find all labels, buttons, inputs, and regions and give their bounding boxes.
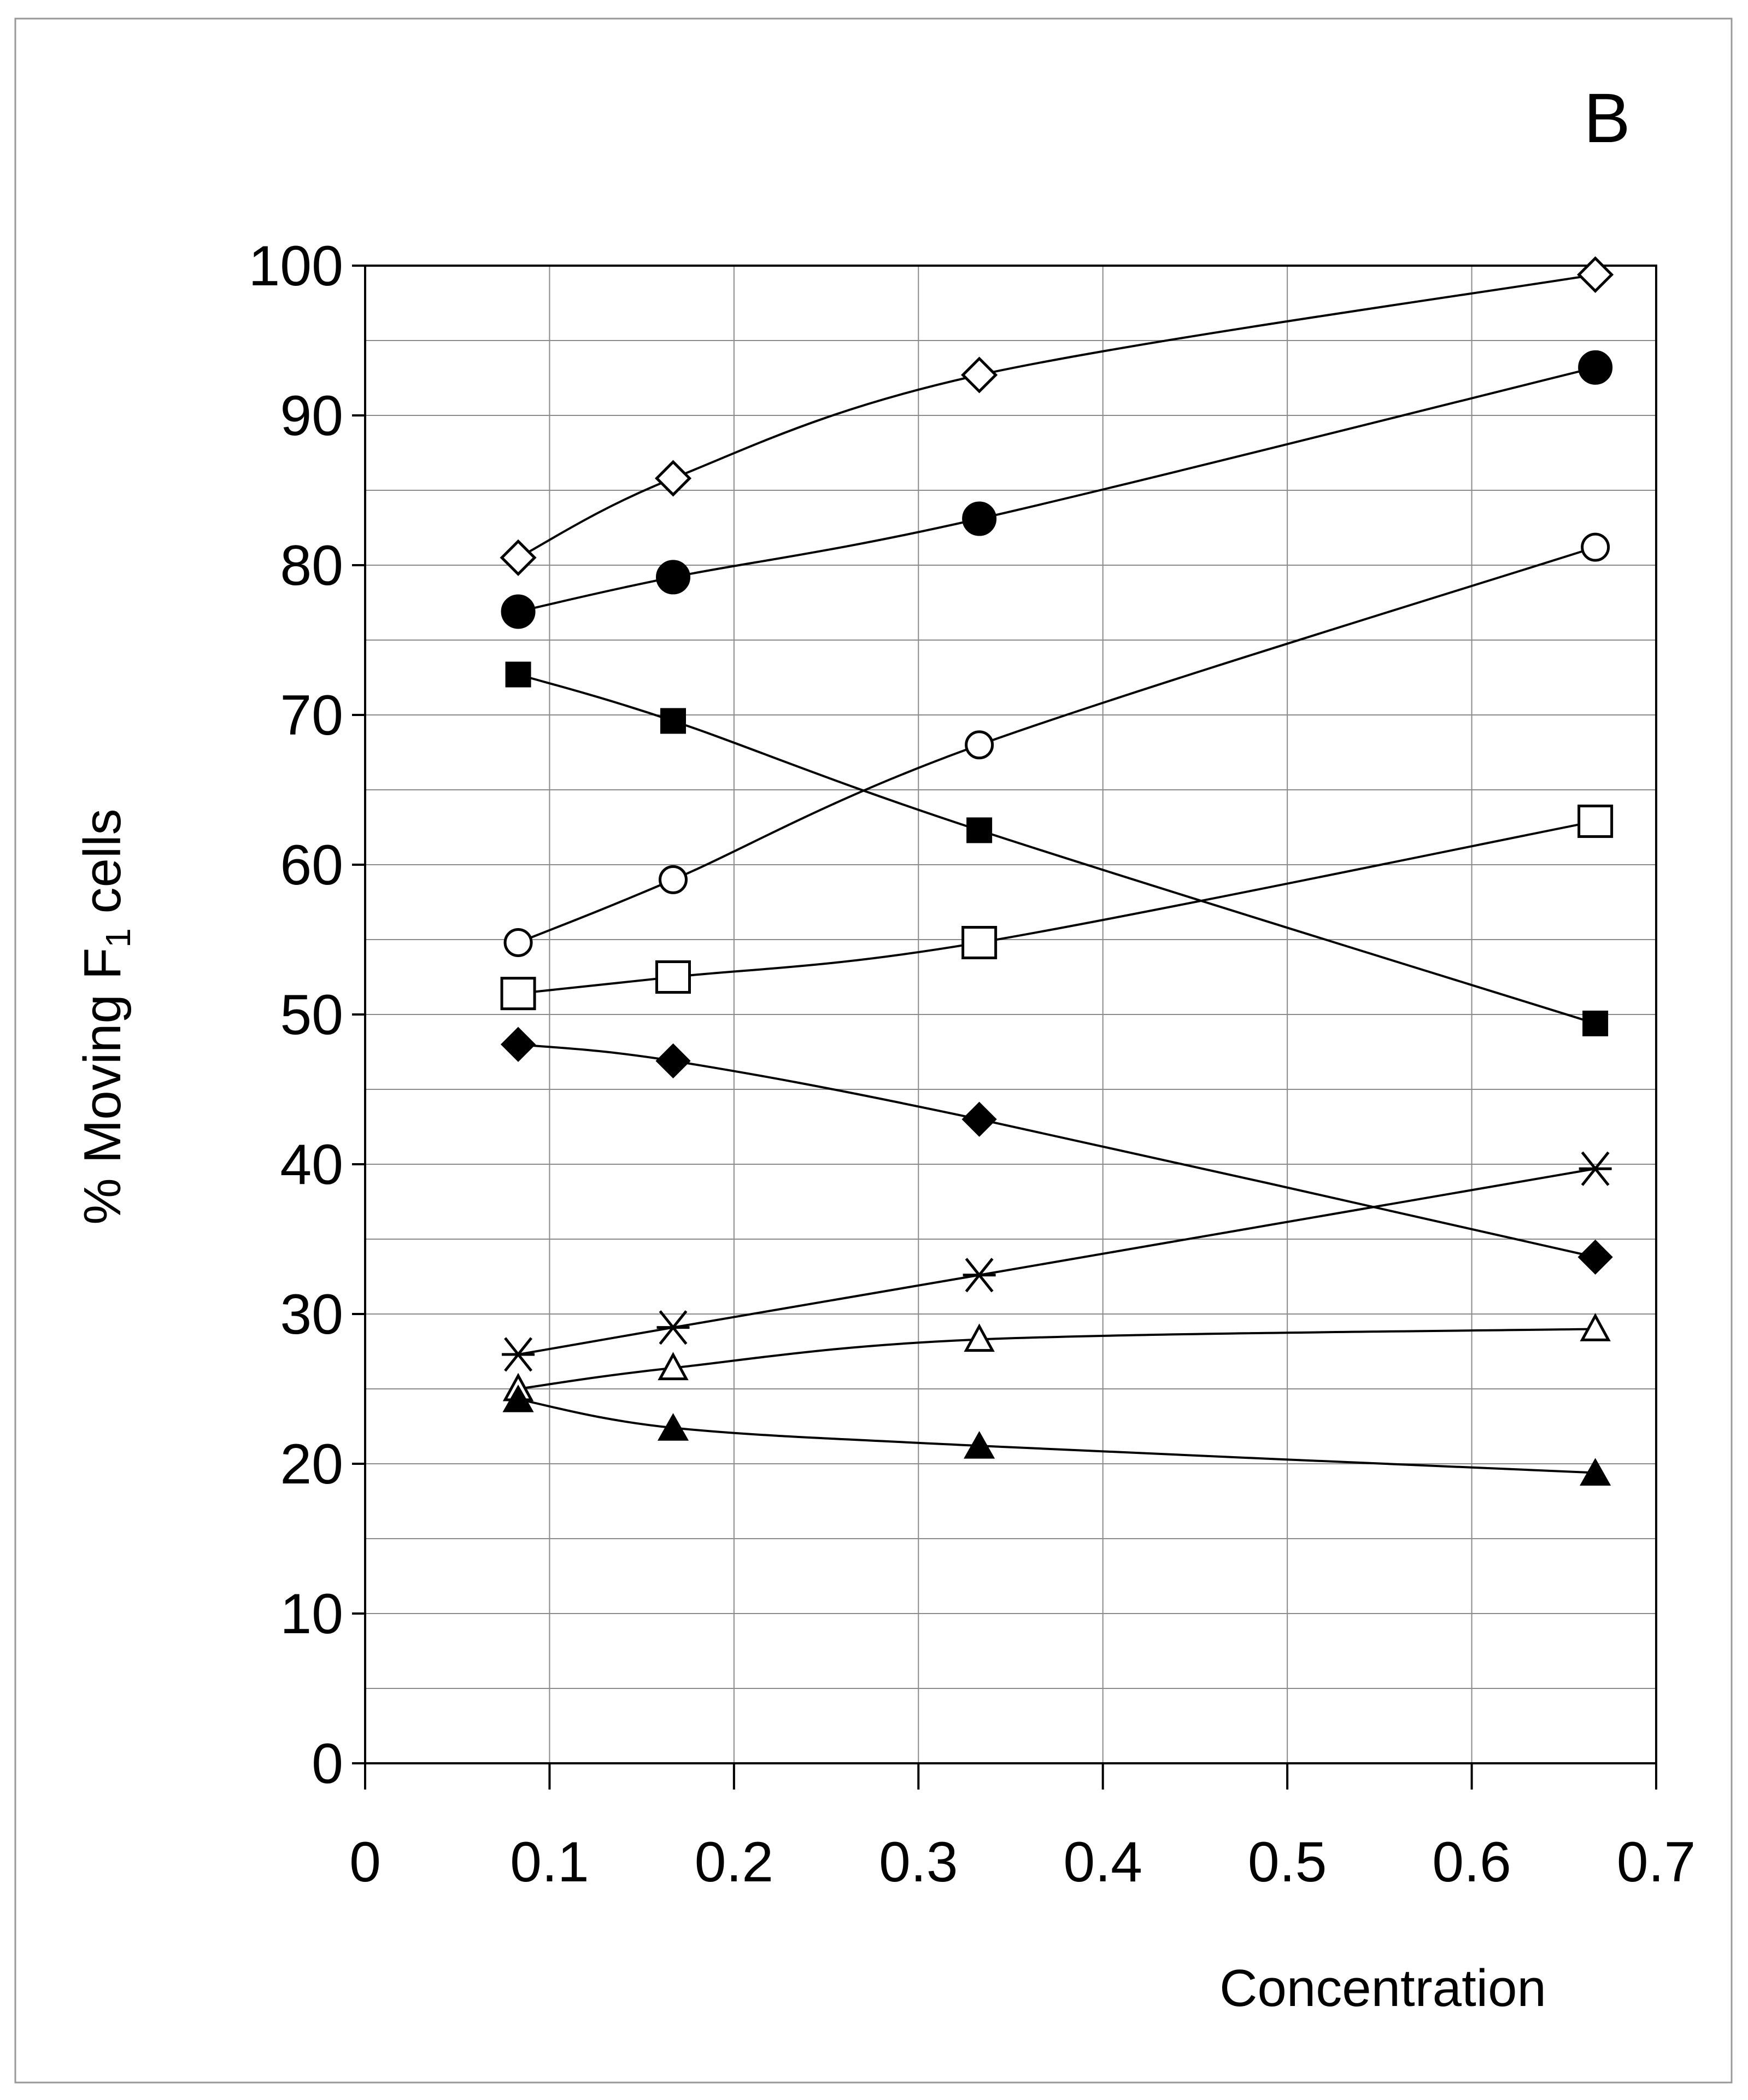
series-line-asterisk bbox=[518, 1168, 1596, 1356]
data-point-open-triangle bbox=[964, 1323, 995, 1352]
data-point-open-circle bbox=[659, 865, 688, 894]
data-point-filled-triangle bbox=[502, 1385, 534, 1412]
series-line-open-triangle bbox=[518, 1328, 1596, 1390]
data-point-open-diamond bbox=[961, 356, 998, 394]
x-tick-label: 0.5 bbox=[1248, 1831, 1327, 1894]
data-point-filled-square bbox=[660, 708, 687, 734]
x-tick-label: 0.4 bbox=[1063, 1831, 1142, 1894]
y-tick-label: 20 bbox=[280, 1433, 343, 1496]
y-tick-label: 0 bbox=[312, 1732, 343, 1796]
data-point-filled-triangle bbox=[964, 1431, 995, 1459]
y-tick-label: 70 bbox=[280, 684, 343, 747]
x-tick-label: 0.7 bbox=[1617, 1831, 1696, 1894]
data-point-asterisk bbox=[1579, 1151, 1612, 1186]
data-point-filled-triangle bbox=[657, 1413, 689, 1441]
y-axis-label-main: % Moving F bbox=[73, 948, 132, 1225]
asterisk-stroke bbox=[1581, 1151, 1610, 1186]
series-line-open-diamond bbox=[518, 273, 1596, 559]
x-tick-label: 0.6 bbox=[1432, 1831, 1511, 1894]
data-point-open-triangle bbox=[658, 1352, 689, 1381]
y-tick-label: 80 bbox=[280, 534, 343, 597]
data-point-asterisk bbox=[502, 1337, 535, 1372]
y-axis-label: % Moving F1 cells bbox=[73, 808, 138, 1224]
y-tick-label: 90 bbox=[280, 384, 343, 448]
x-tick-label: 0.2 bbox=[695, 1831, 774, 1894]
axes: 0 10 20 30 40 50 60 70 80 90 100 0 0.1 0.2 0.3 0.4 0.5 0.… bbox=[248, 234, 1696, 1894]
data-point-asterisk bbox=[656, 1310, 690, 1345]
data-point-filled-diamond bbox=[500, 1026, 536, 1062]
data-point-filled-diamond bbox=[655, 1043, 691, 1079]
series-lines bbox=[518, 273, 1596, 1474]
y-tick-label: 100 bbox=[248, 234, 343, 298]
y-tick-label: 40 bbox=[280, 1133, 343, 1196]
data-point-filled-diamond bbox=[961, 1101, 997, 1137]
data-point-filled-triangle bbox=[1580, 1458, 1611, 1486]
data-point-filled-square bbox=[1582, 1010, 1609, 1036]
y-axis-label-subscript: 1 bbox=[98, 928, 138, 948]
data-point-open-circle bbox=[503, 928, 533, 957]
series-line-filled-diamond bbox=[518, 1043, 1596, 1258]
data-point-filled-circle bbox=[656, 560, 691, 595]
grid-lines bbox=[365, 266, 1656, 1763]
series-markers bbox=[500, 256, 1614, 1486]
y-axis-label-tail: cells bbox=[73, 808, 132, 928]
series-line-filled-square bbox=[518, 673, 1596, 1025]
data-point-filled-square bbox=[505, 661, 531, 688]
data-point-open-square bbox=[655, 960, 691, 994]
data-point-filled-square bbox=[966, 817, 993, 843]
data-point-filled-circle bbox=[962, 501, 997, 536]
data-point-open-square bbox=[1577, 805, 1614, 838]
x-tick-label: 0.1 bbox=[510, 1831, 589, 1894]
data-point-open-triangle bbox=[1580, 1313, 1611, 1341]
data-point-open-diamond bbox=[500, 539, 537, 576]
y-tick-label: 30 bbox=[280, 1283, 343, 1346]
data-point-open-square bbox=[500, 977, 536, 1011]
asterisk-stroke bbox=[659, 1310, 688, 1345]
asterisk-stroke bbox=[504, 1337, 533, 1372]
data-point-open-diamond bbox=[654, 460, 692, 497]
figure-border bbox=[14, 17, 1733, 2084]
data-point-open-diamond bbox=[1577, 256, 1614, 293]
asterisk-stroke bbox=[965, 1258, 994, 1293]
x-tick-label: 0 bbox=[349, 1831, 381, 1894]
data-point-open-circle bbox=[965, 730, 994, 760]
data-point-asterisk bbox=[963, 1258, 996, 1293]
x-axis-label: Concentration bbox=[1219, 1959, 1546, 2017]
y-tick-label: 60 bbox=[280, 834, 343, 897]
data-point-filled-diamond bbox=[1577, 1239, 1613, 1275]
x-tick-label: 0.3 bbox=[879, 1831, 958, 1894]
series-line-open-square bbox=[518, 820, 1596, 995]
data-point-filled-circle bbox=[501, 594, 536, 629]
data-point-open-square bbox=[961, 925, 998, 959]
y-tick-label: 10 bbox=[280, 1582, 343, 1646]
panel-label: B bbox=[1583, 79, 1630, 157]
series-line-filled-circle bbox=[518, 366, 1596, 613]
data-point-open-circle bbox=[1581, 532, 1610, 562]
series-line-open-circle bbox=[518, 546, 1596, 944]
series-line-filled-triangle bbox=[518, 1398, 1596, 1474]
y-tick-label: 50 bbox=[280, 983, 343, 1047]
data-point-filled-circle bbox=[1578, 350, 1613, 385]
